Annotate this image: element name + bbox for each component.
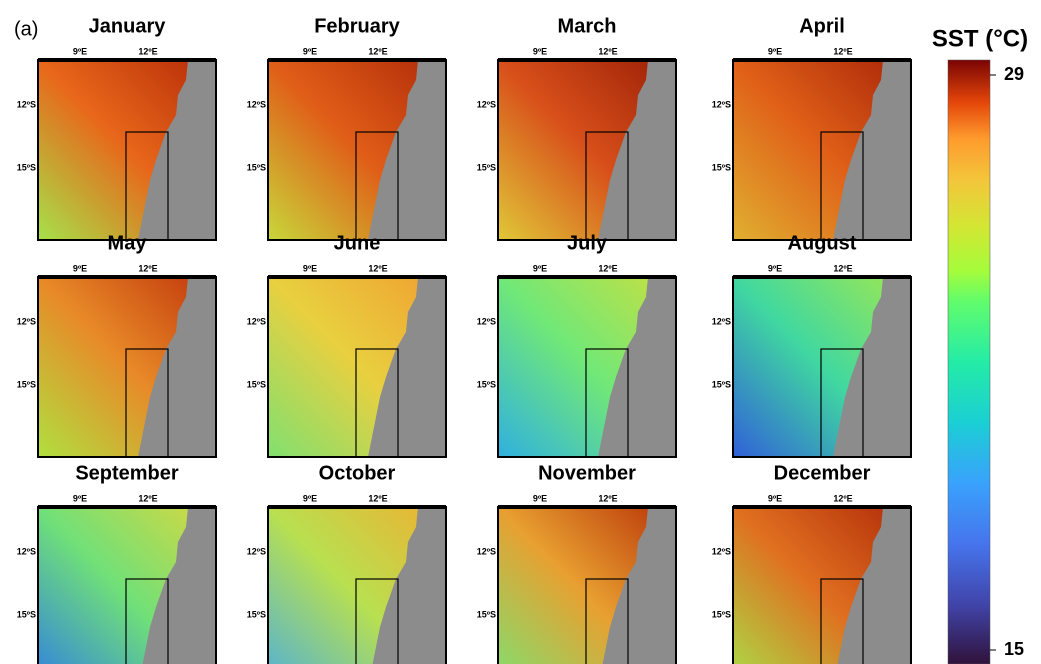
lon-label: 12ºE xyxy=(368,263,387,273)
lat-label: 12ºS xyxy=(247,316,266,326)
lon-label: 9ºE xyxy=(533,46,547,56)
lon-label: 9ºE xyxy=(73,46,87,56)
lon-label: 12ºE xyxy=(833,263,852,273)
map-title: December xyxy=(774,462,871,484)
lon-label: 9ºE xyxy=(303,263,317,273)
lon-label: 9ºE xyxy=(768,46,782,56)
lon-label: 12ºE xyxy=(833,493,852,503)
lat-label: 15ºS xyxy=(17,609,36,619)
map-title: August xyxy=(788,232,857,254)
lat-label: 15ºS xyxy=(477,162,496,172)
lon-label: 12ºE xyxy=(368,46,387,56)
colorbar-tick-label: 15 xyxy=(1004,639,1024,659)
lat-label: 15ºS xyxy=(477,379,496,389)
lat-label: 15ºS xyxy=(712,609,731,619)
lat-label: 12ºS xyxy=(247,546,266,556)
lat-label: 15ºS xyxy=(17,162,36,172)
lon-label: 9ºE xyxy=(768,493,782,503)
colorbar-title: SST (°C) xyxy=(932,25,1028,52)
lon-label: 12ºE xyxy=(138,493,157,503)
lon-label: 9ºE xyxy=(73,493,87,503)
lat-label: 12ºS xyxy=(17,316,36,326)
lat-label: 12ºS xyxy=(17,546,36,556)
lat-label: 12ºS xyxy=(712,99,731,109)
map-title: September xyxy=(75,462,179,484)
lon-label: 12ºE xyxy=(833,46,852,56)
lon-label: 9ºE xyxy=(533,263,547,273)
lon-label: 9ºE xyxy=(303,46,317,56)
colorbar-tick-label: 29 xyxy=(1004,64,1024,84)
map-title: June xyxy=(334,232,381,254)
map-title: March xyxy=(558,15,617,37)
lon-label: 12ºE xyxy=(138,46,157,56)
map-title: February xyxy=(314,15,400,37)
map-title: July xyxy=(567,232,608,254)
lat-label: 15ºS xyxy=(477,609,496,619)
lat-label: 15ºS xyxy=(247,162,266,172)
map-title: May xyxy=(108,232,148,254)
map-title: October xyxy=(319,462,396,484)
map-title: April xyxy=(799,15,845,37)
colorbar xyxy=(948,60,990,664)
lat-label: 12ºS xyxy=(247,99,266,109)
map-title: January xyxy=(89,15,167,37)
lon-label: 9ºE xyxy=(303,493,317,503)
lon-label: 12ºE xyxy=(598,46,617,56)
lat-label: 15ºS xyxy=(712,379,731,389)
lat-label: 12ºS xyxy=(477,546,496,556)
lat-label: 12ºS xyxy=(17,99,36,109)
lon-label: 12ºE xyxy=(598,263,617,273)
lon-label: 9ºE xyxy=(533,493,547,503)
panel-label: (a) xyxy=(14,18,38,40)
lon-label: 12ºE xyxy=(368,493,387,503)
lon-label: 12ºE xyxy=(138,263,157,273)
figure: (a) January9ºE12ºE12ºS15ºSFebruary9ºE12º… xyxy=(0,0,1041,664)
lon-label: 12ºE xyxy=(598,493,617,503)
lat-label: 15ºS xyxy=(712,162,731,172)
lat-label: 12ºS xyxy=(477,99,496,109)
lon-label: 9ºE xyxy=(768,263,782,273)
lat-label: 12ºS xyxy=(712,546,731,556)
lat-label: 12ºS xyxy=(712,316,731,326)
lat-label: 15ºS xyxy=(17,379,36,389)
lat-label: 12ºS xyxy=(477,316,496,326)
map-title: November xyxy=(538,462,636,484)
lat-label: 15ºS xyxy=(247,379,266,389)
lon-label: 9ºE xyxy=(73,263,87,273)
lat-label: 15ºS xyxy=(247,609,266,619)
